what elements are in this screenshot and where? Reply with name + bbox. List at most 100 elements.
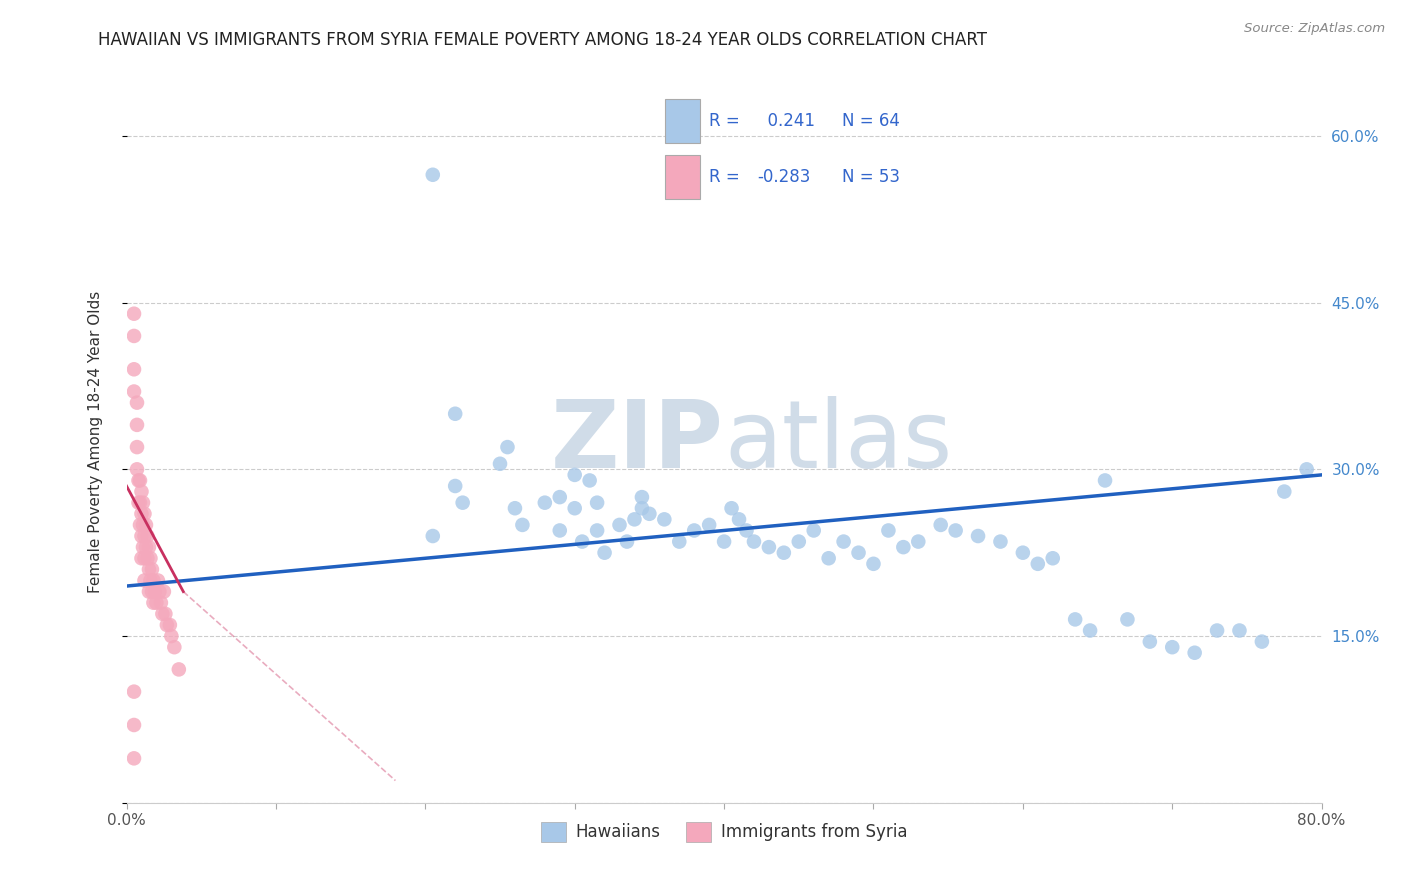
Point: [548, 524, 571, 538]
Point: [125, 462, 148, 476]
Point: [578, 474, 600, 488]
Point: [564, 501, 586, 516]
Point: [489, 457, 512, 471]
Point: [159, 618, 181, 632]
Point: [593, 546, 616, 560]
Point: [1184, 646, 1206, 660]
Point: [1295, 462, 1317, 476]
Point: [929, 517, 952, 532]
Point: [127, 474, 149, 488]
Point: [148, 584, 170, 599]
Point: [668, 534, 690, 549]
Point: [138, 540, 160, 554]
Point: [683, 524, 706, 538]
Point: [131, 507, 153, 521]
Legend: Hawaiians, Immigrants from Syria: Hawaiians, Immigrants from Syria: [534, 815, 914, 848]
Point: [1161, 640, 1184, 655]
Point: [134, 551, 156, 566]
Point: [907, 534, 929, 549]
Point: [139, 574, 162, 588]
Point: [422, 168, 444, 182]
Point: [134, 507, 156, 521]
Point: [451, 496, 474, 510]
Point: [713, 534, 735, 549]
Point: [131, 484, 153, 499]
Point: [862, 557, 884, 571]
Point: [1139, 634, 1161, 648]
Point: [773, 546, 796, 560]
Point: [1078, 624, 1101, 638]
Point: [134, 529, 156, 543]
Point: [893, 540, 915, 554]
Point: [1206, 624, 1229, 638]
Point: [817, 551, 839, 566]
Point: [142, 596, 165, 610]
Point: [444, 479, 467, 493]
Point: [135, 540, 157, 554]
Point: [152, 607, 174, 621]
Point: [616, 534, 638, 549]
Point: [631, 490, 654, 504]
Point: [138, 562, 160, 576]
Text: Source: ZipAtlas.com: Source: ZipAtlas.com: [1244, 22, 1385, 36]
Point: [586, 496, 609, 510]
Point: [742, 534, 765, 549]
Point: [832, 534, 855, 549]
Point: [758, 540, 780, 554]
Point: [122, 751, 145, 765]
Point: [945, 524, 967, 538]
Point: [122, 307, 145, 321]
Point: [512, 517, 534, 532]
Point: [1026, 557, 1049, 571]
Point: [160, 629, 183, 643]
Point: [153, 584, 176, 599]
Point: [149, 596, 172, 610]
Point: [141, 584, 163, 599]
Point: [131, 551, 153, 566]
Point: [122, 684, 145, 698]
Point: [803, 524, 825, 538]
Point: [1116, 612, 1139, 626]
Point: [638, 507, 661, 521]
Point: [155, 607, 177, 621]
Point: [122, 384, 145, 399]
Point: [564, 467, 586, 482]
Point: [1229, 624, 1251, 638]
Point: [571, 534, 593, 549]
Point: [136, 551, 159, 566]
Point: [125, 440, 148, 454]
Point: [134, 574, 156, 588]
Point: [623, 512, 645, 526]
Point: [143, 584, 166, 599]
Point: [631, 501, 654, 516]
Point: [848, 546, 870, 560]
Point: [167, 662, 190, 676]
Point: [141, 562, 163, 576]
Point: [129, 474, 152, 488]
Point: [156, 618, 179, 632]
Point: [422, 529, 444, 543]
Point: [496, 440, 519, 454]
Point: [125, 395, 148, 409]
Point: [136, 529, 159, 543]
Point: [129, 517, 152, 532]
Point: [125, 417, 148, 432]
Point: [122, 329, 145, 343]
Point: [142, 574, 165, 588]
Point: [139, 551, 162, 566]
Y-axis label: Female Poverty Among 18-24 Year Olds: Female Poverty Among 18-24 Year Olds: [89, 291, 103, 592]
Point: [735, 524, 758, 538]
Point: [163, 640, 186, 655]
Point: [586, 524, 609, 538]
Point: [1011, 546, 1033, 560]
Text: atlas: atlas: [724, 395, 952, 488]
Point: [652, 512, 675, 526]
Point: [697, 517, 720, 532]
Point: [787, 534, 810, 549]
Point: [131, 529, 153, 543]
Point: [1064, 612, 1087, 626]
Point: [720, 501, 742, 516]
Point: [122, 718, 145, 732]
Point: [146, 574, 169, 588]
Point: [728, 512, 751, 526]
